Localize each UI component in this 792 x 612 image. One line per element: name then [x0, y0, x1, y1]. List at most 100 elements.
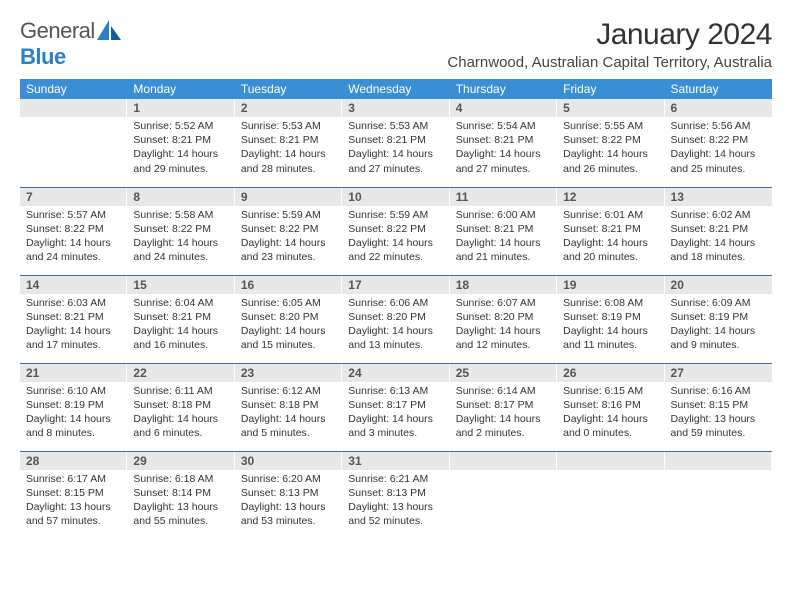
daylight-line: Daylight: 14 hours and 18 minutes. — [671, 237, 756, 263]
daylight-line: Daylight: 14 hours and 6 minutes. — [133, 413, 218, 439]
day-number: 7 — [20, 188, 127, 206]
day-number: 8 — [127, 188, 234, 206]
sunset-line: Sunset: 8:20 PM — [348, 311, 426, 323]
calendar-cell: 15Sunrise: 6:04 AMSunset: 8:21 PMDayligh… — [127, 275, 234, 363]
sunset-line: Sunset: 8:14 PM — [133, 487, 211, 499]
sunset-line: Sunset: 8:21 PM — [456, 223, 534, 235]
day-number: 30 — [235, 452, 342, 470]
day-number: 1 — [127, 99, 234, 117]
day-number: 13 — [665, 188, 772, 206]
daylight-line: Daylight: 14 hours and 13 minutes. — [348, 325, 433, 351]
sunrise-line: Sunrise: 6:20 AM — [241, 473, 321, 485]
sunset-line: Sunset: 8:22 PM — [241, 223, 319, 235]
calendar-week-row: 14Sunrise: 6:03 AMSunset: 8:21 PMDayligh… — [20, 275, 772, 363]
sunrise-line: Sunrise: 6:04 AM — [133, 297, 213, 309]
calendar-cell: 1Sunrise: 5:52 AMSunset: 8:21 PMDaylight… — [127, 99, 234, 187]
sunset-line: Sunset: 8:19 PM — [563, 311, 641, 323]
sunset-line: Sunset: 8:13 PM — [348, 487, 426, 499]
day-number: 24 — [342, 364, 449, 382]
sunrise-line: Sunrise: 6:12 AM — [241, 385, 321, 397]
day-number: 12 — [557, 188, 664, 206]
calendar-week-row: 1 Sunrise: 5:52 AM Sunset: 8:21 PM Daylight… — [20, 99, 772, 187]
title-block: January 2024 Charnwood, Australian Capit… — [447, 18, 772, 77]
day-details: Sunrise: 6:01 AMSunset: 8:21 PMDaylight:… — [557, 206, 664, 269]
daylight-line: Daylight: 13 hours and 57 minutes. — [26, 501, 111, 527]
sunset-line: Sunset: 8:22 PM — [26, 223, 104, 235]
weekday-header: Wednesday — [342, 79, 449, 99]
weekday-header: Thursday — [450, 79, 557, 99]
day-details: Sunrise: 5:56 AMSunset: 8:22 PMDaylight:… — [665, 117, 772, 180]
calendar-cell: 8Sunrise: 5:58 AMSunset: 8:22 PMDaylight… — [127, 187, 234, 275]
day-details: Sunrise: 5:59 AMSunset: 8:22 PMDaylight:… — [342, 206, 449, 269]
sunrise-line: Sunrise: 5:56 AM — [671, 120, 751, 132]
day-details: Sunrise: 6:21 AMSunset: 8:13 PMDaylight:… — [342, 470, 449, 533]
day-details: Sunrise: 6:16 AMSunset: 8:15 PMDaylight:… — [665, 382, 772, 445]
day-number: 28 — [20, 452, 127, 470]
daylight-line: Daylight: 14 hours and 12 minutes. — [456, 325, 541, 351]
sunset-line: Sunset: 8:22 PM — [133, 223, 211, 235]
sunset-line: Sunset: 8:20 PM — [241, 311, 319, 323]
day-details: Sunrise: 5:53 AMSunset: 8:21 PMDaylight:… — [235, 117, 342, 180]
calendar-cell: 21Sunrise: 6:10 AMSunset: 8:19 PMDayligh… — [20, 363, 127, 451]
sunrise-line: Sunrise: 6:10 AM — [26, 385, 106, 397]
day-number: 22 — [127, 364, 234, 382]
sunrise-line: Sunrise: 6:11 AM — [133, 385, 212, 397]
day-details: Sunrise: 6:12 AMSunset: 8:18 PMDaylight:… — [235, 382, 342, 445]
sunrise-line: Sunrise: 6:13 AM — [348, 385, 428, 397]
sunset-line: Sunset: 8:22 PM — [563, 134, 641, 146]
calendar-cell — [665, 451, 772, 539]
sunrise-line: Sunrise: 5:57 AM — [26, 209, 106, 221]
day-number: 31 — [342, 452, 449, 470]
calendar-cell: 10Sunrise: 5:59 AMSunset: 8:22 PMDayligh… — [342, 187, 449, 275]
daylight-line: Daylight: 14 hours and 0 minutes. — [563, 413, 648, 439]
sunset-line: Sunset: 8:17 PM — [456, 399, 534, 411]
calendar-week-row: 28Sunrise: 6:17 AMSunset: 8:15 PMDayligh… — [20, 451, 772, 539]
day-number: 21 — [20, 364, 127, 382]
day-number: 26 — [557, 364, 664, 382]
day-number: 4 — [450, 99, 557, 117]
calendar-cell: 5Sunrise: 5:55 AMSunset: 8:22 PMDaylight… — [557, 99, 664, 187]
day-details: Sunrise: 6:10 AMSunset: 8:19 PMDaylight:… — [20, 382, 127, 445]
daylight-line: Daylight: 14 hours and 25 minutes. — [671, 148, 756, 174]
day-number: 11 — [450, 188, 557, 206]
sunset-line: Sunset: 8:21 PM — [456, 134, 534, 146]
calendar-cell: 12Sunrise: 6:01 AMSunset: 8:21 PMDayligh… — [557, 187, 664, 275]
day-number: 29 — [127, 452, 234, 470]
sunrise-line: Sunrise: 6:15 AM — [563, 385, 643, 397]
calendar-week-row: 21Sunrise: 6:10 AMSunset: 8:19 PMDayligh… — [20, 363, 772, 451]
sunrise-line: Sunrise: 5:52 AM — [133, 120, 213, 132]
daylight-line: Daylight: 13 hours and 55 minutes. — [133, 501, 218, 527]
calendar-cell: 3Sunrise: 5:53 AMSunset: 8:21 PMDaylight… — [342, 99, 449, 187]
sunset-line: Sunset: 8:21 PM — [348, 134, 426, 146]
daylight-line: Daylight: 14 hours and 11 minutes. — [563, 325, 648, 351]
calendar-cell: 26Sunrise: 6:15 AMSunset: 8:16 PMDayligh… — [557, 363, 664, 451]
day-details: Sunrise: 5:54 AM Sunset: 8:21 PM Daylight:… — [450, 117, 557, 180]
daylight-line: Daylight: 14 hours and 24 minutes. — [26, 237, 111, 263]
calendar-cell: 17Sunrise: 6:06 AMSunset: 8:20 PMDayligh… — [342, 275, 449, 363]
sunrise-line: Sunrise: 5:53 AM — [241, 120, 321, 132]
day-details: Sunrise: 5:57 AM Sunset: 8:22 PM Daylight:… — [20, 206, 127, 269]
calendar-cell: 29Sunrise: 6:18 AMSunset: 8:14 PMDayligh… — [127, 451, 234, 539]
header: General Blue January 2024 Charnwood, Aus… — [20, 18, 772, 77]
day-number: 25 — [450, 364, 557, 382]
day-details: Sunrise: 6:09 AMSunset: 8:19 PMDaylight:… — [665, 294, 772, 357]
day-details: Sunrise: 5:58 AMSunset: 8:22 PMDaylight:… — [127, 206, 234, 269]
daylight-line: Daylight: 14 hours and 29 minutes. — [133, 148, 218, 174]
sunrise-line: Sunrise: 6:03 AM — [26, 297, 106, 309]
calendar-cell: 19Sunrise: 6:08 AMSunset: 8:19 PMDayligh… — [557, 275, 664, 363]
daylight-line: Daylight: 14 hours and 27 minutes. — [456, 148, 541, 174]
day-number: 15 — [127, 276, 234, 294]
calendar-body: 1 Sunrise: 5:52 AM Sunset: 8:21 PM Daylight… — [20, 99, 772, 539]
daylight-line: Daylight: 14 hours and 22 minutes. — [348, 237, 433, 263]
day-details: Sunrise: 6:02 AMSunset: 8:21 PMDaylight:… — [665, 206, 772, 269]
day-details: Sunrise: 6:15 AMSunset: 8:16 PMDaylight:… — [557, 382, 664, 445]
sunrise-line: Sunrise: 5:54 AM — [456, 120, 536, 132]
calendar-cell — [450, 451, 557, 539]
calendar-cell: 31Sunrise: 6:21 AMSunset: 8:13 PMDayligh… — [342, 451, 449, 539]
sunrise-line: Sunrise: 6:09 AM — [671, 297, 751, 309]
sunrise-line: Sunrise: 6:16 AM — [671, 385, 751, 397]
calendar-cell — [20, 99, 127, 187]
sunrise-line: Sunrise: 6:06 AM — [348, 297, 428, 309]
sail-icon — [97, 20, 123, 47]
daylight-line: Daylight: 14 hours and 17 minutes. — [26, 325, 111, 351]
